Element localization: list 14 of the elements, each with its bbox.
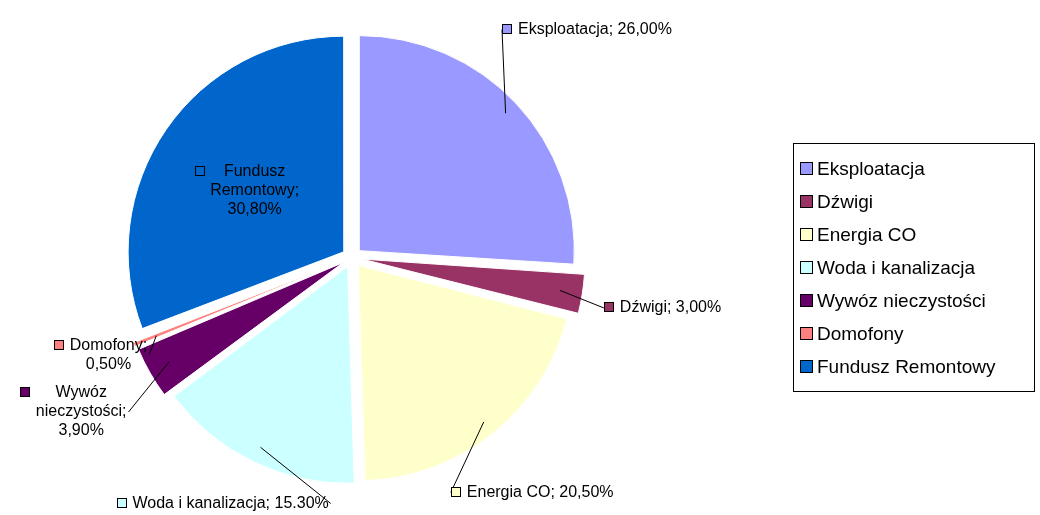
data-label: Dźwigi; 3,00% bbox=[619, 298, 722, 316]
legend-label: Wywóz nieczystości bbox=[817, 289, 986, 313]
data-label: Eksploatacja; 26,00% bbox=[517, 19, 672, 37]
legend-label: Woda i kanalizacja bbox=[817, 256, 976, 280]
data-label: Energia CO; 20,50% bbox=[466, 482, 614, 500]
legend-label: Fundusz Remontowy bbox=[817, 355, 996, 379]
legend-label: Dźwigi bbox=[817, 190, 873, 214]
data-label: Wywóz nieczystości; 3,90% bbox=[35, 383, 127, 439]
data-label: Fundusz Remontowy; 30,80% bbox=[210, 161, 300, 217]
legend-label: Energia CO bbox=[817, 223, 917, 247]
legend-label: Domofony bbox=[817, 322, 904, 346]
legend-label: Eksploatacja bbox=[817, 157, 925, 181]
data-label: Woda i kanalizacja; 15.30% bbox=[132, 493, 329, 511]
data-label: Domofony; 0,50% bbox=[69, 335, 148, 372]
